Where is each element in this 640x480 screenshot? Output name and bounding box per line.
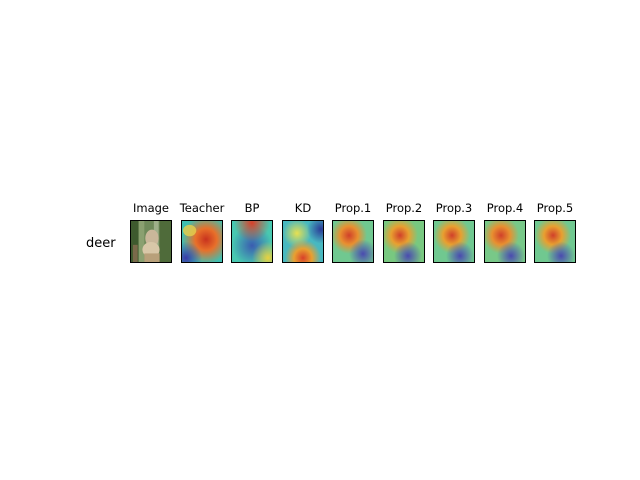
panel-title: Image xyxy=(132,201,170,215)
panel-prop2: Prop.2 xyxy=(383,201,425,263)
panel-prop5: Prop.5 xyxy=(534,201,576,263)
heatmap-prop2 xyxy=(383,220,425,263)
heatmap-prop5 xyxy=(534,220,576,263)
panel-prop3: Prop.3 xyxy=(433,201,475,263)
heatmap-teacher xyxy=(181,220,223,263)
panel-title: Prop.4 xyxy=(486,201,524,215)
panel-title: Prop.1 xyxy=(334,201,372,215)
panel-title: Prop.2 xyxy=(385,201,423,215)
heatmap-prop3 xyxy=(433,220,475,263)
deer-photo xyxy=(130,220,172,263)
panel-title: BP xyxy=(244,201,260,215)
panel-title: Prop.3 xyxy=(435,201,473,215)
heatmap-prop4 xyxy=(484,220,526,263)
heatmap-bp xyxy=(231,220,273,263)
panel-image: Image xyxy=(130,201,172,263)
panel-teacher: Teacher xyxy=(180,201,224,263)
panel-title: Prop.5 xyxy=(536,201,574,215)
panel-title: KD xyxy=(294,201,312,215)
heatmap-kd xyxy=(282,220,324,263)
heatmap-prop1 xyxy=(332,220,374,263)
panel-prop4: Prop.4 xyxy=(484,201,526,263)
panel-kd: KD xyxy=(282,201,324,263)
panel-prop1: Prop.1 xyxy=(332,201,374,263)
panel-bp: BP xyxy=(231,201,273,263)
row-label: deer xyxy=(86,236,116,251)
panel-title: Teacher xyxy=(179,201,225,215)
